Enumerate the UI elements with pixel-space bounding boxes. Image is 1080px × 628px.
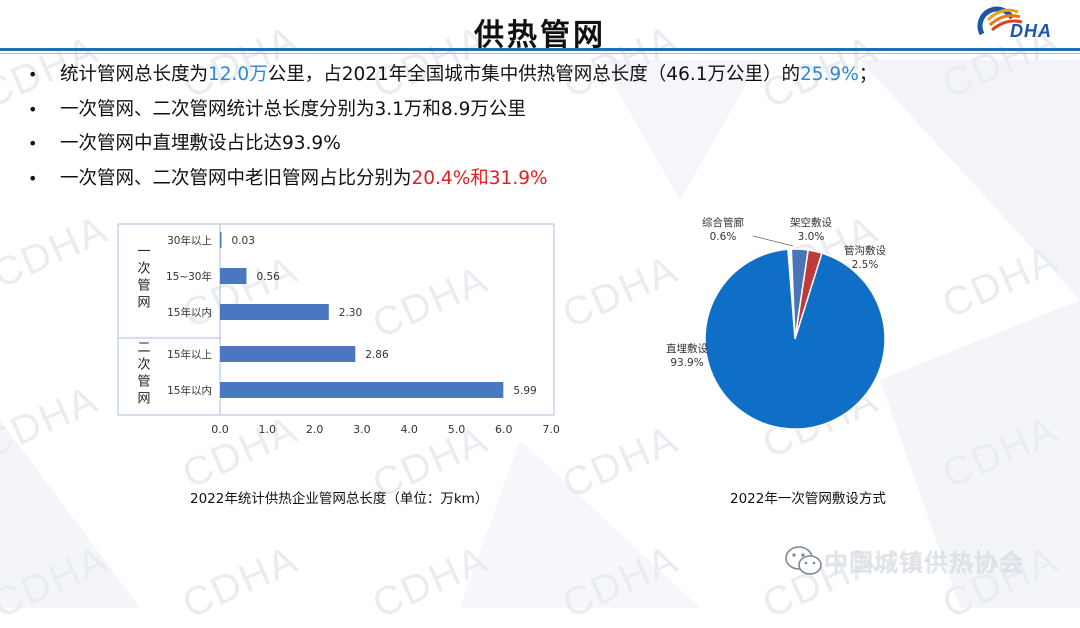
x-tick-label: 2.0 bbox=[306, 423, 324, 436]
pie-slice bbox=[704, 248, 886, 430]
bullet-item: • 一次管网、二次管网中老旧管网占比分别为20.4%和31.9% bbox=[28, 168, 877, 190]
slice-label: 直埋敷设 bbox=[666, 342, 708, 355]
watermark-text: CDHA bbox=[556, 537, 685, 627]
watermark-text: CDHA bbox=[176, 537, 305, 627]
slice-label: 管沟敷设 bbox=[844, 244, 886, 257]
watermark-text: CDHA bbox=[936, 237, 1065, 327]
group-label: 二 bbox=[137, 341, 150, 356]
group-label: 次 bbox=[137, 357, 150, 373]
group-label: 一 bbox=[137, 245, 150, 260]
leader-line bbox=[752, 235, 794, 247]
x-tick-label: 5.0 bbox=[448, 423, 466, 436]
bullet-text: 20.4%和31.9% bbox=[411, 168, 548, 190]
slice-value-label: 2.5% bbox=[852, 259, 879, 271]
bar bbox=[220, 232, 222, 248]
data-label: 2.86 bbox=[365, 349, 389, 361]
x-tick-label: 1.0 bbox=[259, 423, 277, 436]
bullet-dot: • bbox=[28, 169, 38, 189]
bar-chart-caption: 2022年统计供热企业管网总长度（单位：万km） bbox=[190, 491, 489, 507]
bullet-text: ； bbox=[858, 64, 878, 85]
category-label: 15年以内 bbox=[167, 384, 212, 397]
cdha-logo-icon bbox=[977, 6, 1023, 36]
data-label: 2.30 bbox=[339, 307, 362, 319]
category-label: 15~30年 bbox=[166, 270, 212, 283]
bar bbox=[220, 382, 504, 398]
slice-value-label: 0.6% bbox=[710, 231, 737, 243]
x-tick-label: 0.0 bbox=[211, 423, 229, 436]
group-label: 次 bbox=[137, 261, 150, 277]
bullet-text: 12.0万 bbox=[208, 64, 268, 85]
data-label: 0.56 bbox=[256, 271, 280, 283]
group-label: 管 bbox=[137, 279, 150, 294]
footer-brand: 中国城镇供热协会 bbox=[784, 543, 1024, 578]
group-label: 网 bbox=[137, 296, 150, 311]
slice-label: 综合管廊 bbox=[702, 216, 744, 229]
bar bbox=[220, 346, 356, 362]
bullet-list: • 统计管网总长度为12.0万公里，占2021年全国城市集中供热管网总长度（46.… bbox=[28, 64, 877, 203]
page-title: 供热管网 bbox=[474, 18, 606, 53]
bar bbox=[220, 268, 247, 284]
data-label: 0.03 bbox=[232, 235, 255, 247]
bullet-item: • 一次管网中直埋敷设占比达93.9% bbox=[28, 133, 877, 155]
watermark-text: CDHA bbox=[0, 537, 115, 627]
x-tick-label: 7.0 bbox=[542, 423, 560, 436]
x-tick-label: 6.0 bbox=[495, 423, 513, 436]
watermark-text: CDHA bbox=[366, 537, 495, 627]
slice-label: 架空敷设 bbox=[790, 216, 832, 229]
bullet-text: 一次管网、二次管网中老旧管网占比分别为 bbox=[60, 168, 412, 190]
pie-chart: 综合管廊 0.6% 架空敷设 3.0% 管沟敷设 2.5% 直埋敷设 93.9% bbox=[666, 216, 886, 430]
x-tick-label: 4.0 bbox=[400, 423, 418, 436]
bullet-text: 25.9% bbox=[800, 64, 859, 85]
logo-text: DHA bbox=[1010, 21, 1052, 41]
data-label: 5.99 bbox=[513, 385, 536, 397]
header-divider-thin bbox=[0, 53, 1080, 54]
watermark-text: CDHA bbox=[0, 377, 105, 467]
category-label: 15年以内 bbox=[167, 306, 212, 319]
bullet-dot: • bbox=[28, 65, 38, 84]
bullet-item: • 统计管网总长度为12.0万公里，占2021年全国城市集中供热管网总长度（46.… bbox=[28, 64, 877, 86]
bullet-text: 统计管网总长度为 bbox=[60, 64, 209, 85]
group-label: 网 bbox=[137, 392, 150, 407]
bullet-dot: • bbox=[28, 99, 38, 119]
category-label: 15年以上 bbox=[167, 348, 212, 361]
bar bbox=[220, 304, 329, 320]
footer-text: 中国城镇供热协会 bbox=[824, 549, 1024, 577]
group-label: 管 bbox=[137, 375, 150, 390]
bullet-text: 公里，占2021年全国城市集中供热管网总长度（46.1万公里）的 bbox=[267, 64, 800, 85]
header-divider bbox=[0, 48, 1080, 51]
chart-frame bbox=[117, 223, 555, 416]
pie-chart-caption: 2022年一次管网敷设方式 bbox=[730, 491, 886, 507]
watermark-text: CDHA bbox=[936, 407, 1065, 497]
bullet-text: 一次管网中直埋敷设占比达93.9% bbox=[60, 133, 341, 155]
bullet-dot: • bbox=[28, 134, 38, 154]
slice-value-label: 3.0% bbox=[798, 231, 825, 243]
bullet-item: • 一次管网、二次管网统计总长度分别为3.1万和8.9万公里 bbox=[28, 99, 877, 121]
header: 供热管网 DHA bbox=[0, 0, 1080, 54]
x-tick-label: 3.0 bbox=[353, 423, 371, 436]
category-label: 30年以上 bbox=[167, 234, 212, 247]
slice-value-label: 93.9% bbox=[670, 357, 703, 369]
watermark-text: CDHA bbox=[0, 207, 115, 297]
bullet-text: 一次管网、二次管网统计总长度分别为3.1万和8.9万公里 bbox=[60, 98, 526, 120]
wechat-icon bbox=[785, 545, 822, 575]
